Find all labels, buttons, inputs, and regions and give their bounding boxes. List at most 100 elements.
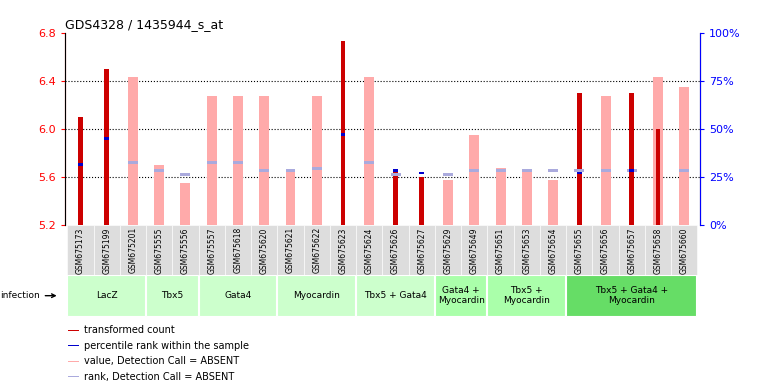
Bar — [488, 275, 565, 316]
Text: GSM675557: GSM675557 — [207, 227, 216, 274]
Bar — [128, 77, 138, 225]
Bar — [67, 225, 94, 275]
Bar — [619, 225, 645, 275]
Bar — [312, 96, 322, 225]
Text: Gata4: Gata4 — [224, 291, 252, 300]
Bar — [495, 168, 505, 225]
Bar — [548, 169, 558, 172]
Bar — [393, 170, 398, 225]
Bar — [653, 77, 663, 225]
Text: GSM675173: GSM675173 — [76, 227, 85, 273]
Bar — [390, 173, 400, 175]
Bar — [341, 41, 345, 225]
Text: GSM675627: GSM675627 — [417, 227, 426, 273]
Bar — [600, 96, 610, 225]
Bar — [119, 225, 146, 275]
Bar — [443, 173, 453, 175]
Bar — [419, 177, 424, 225]
Bar — [68, 345, 79, 346]
Bar — [671, 225, 698, 275]
Bar — [382, 225, 409, 275]
Text: GDS4328 / 1435944_s_at: GDS4328 / 1435944_s_at — [65, 18, 223, 31]
Bar — [356, 275, 434, 316]
Text: GSM675623: GSM675623 — [339, 227, 348, 273]
Bar — [409, 225, 435, 275]
Bar — [600, 169, 610, 172]
Bar — [629, 169, 634, 172]
Text: rank, Detection Call = ABSENT: rank, Detection Call = ABSENT — [84, 372, 234, 382]
Text: GSM675626: GSM675626 — [391, 227, 400, 273]
Bar — [172, 225, 199, 275]
Bar — [180, 183, 190, 225]
Bar — [435, 225, 461, 275]
Bar — [94, 225, 119, 275]
Bar — [645, 225, 671, 275]
Bar — [566, 275, 696, 316]
Text: GSM675655: GSM675655 — [575, 227, 584, 274]
Text: Tbx5 +
Myocardin: Tbx5 + Myocardin — [503, 286, 550, 305]
Text: GSM675629: GSM675629 — [444, 227, 453, 273]
Bar — [224, 225, 251, 275]
Text: LacZ: LacZ — [96, 291, 117, 300]
Bar — [146, 275, 198, 316]
Text: GSM675555: GSM675555 — [154, 227, 164, 274]
Bar — [593, 225, 619, 275]
Bar — [233, 161, 243, 164]
Bar — [251, 225, 277, 275]
Bar — [365, 77, 374, 225]
Text: GSM675556: GSM675556 — [181, 227, 190, 274]
Bar — [566, 225, 593, 275]
Text: GSM675618: GSM675618 — [234, 227, 243, 273]
Bar — [470, 169, 479, 172]
Bar — [104, 137, 109, 139]
Bar — [470, 135, 479, 225]
Bar — [514, 225, 540, 275]
Bar — [629, 93, 634, 225]
Bar — [522, 170, 532, 225]
Bar — [180, 173, 190, 175]
Bar — [356, 225, 382, 275]
Text: transformed count: transformed count — [84, 325, 175, 335]
Bar — [78, 117, 83, 225]
Bar — [680, 87, 689, 225]
Text: GSM675649: GSM675649 — [470, 227, 479, 274]
Text: value, Detection Call = ABSENT: value, Detection Call = ABSENT — [84, 356, 240, 366]
Text: Tbx5 + Gata4: Tbx5 + Gata4 — [365, 291, 427, 300]
Bar — [78, 163, 83, 166]
Bar — [277, 225, 304, 275]
Text: GSM675654: GSM675654 — [549, 227, 558, 274]
Bar — [199, 225, 224, 275]
Text: GSM675201: GSM675201 — [129, 227, 138, 273]
Text: Gata4 +
Myocardin: Gata4 + Myocardin — [438, 286, 485, 305]
Bar — [393, 169, 398, 172]
Bar — [312, 167, 322, 170]
Bar — [304, 225, 330, 275]
Bar — [68, 361, 79, 362]
Text: GSM675660: GSM675660 — [680, 227, 689, 274]
Bar — [285, 169, 295, 172]
Bar — [419, 172, 424, 174]
Text: GSM675620: GSM675620 — [260, 227, 269, 273]
Text: GSM675622: GSM675622 — [312, 227, 321, 273]
Bar — [443, 180, 453, 225]
Bar — [68, 376, 79, 377]
Bar — [548, 180, 558, 225]
Bar — [330, 225, 356, 275]
Bar — [522, 169, 532, 172]
Bar — [68, 329, 79, 331]
Bar — [285, 170, 295, 225]
Bar — [577, 93, 581, 225]
Bar — [146, 225, 172, 275]
Bar — [207, 96, 217, 225]
Text: GSM675658: GSM675658 — [654, 227, 663, 273]
Bar — [207, 161, 217, 164]
Text: GSM675621: GSM675621 — [286, 227, 295, 273]
Bar — [495, 169, 505, 172]
Text: Tbx5 + Gata4 +
Myocardin: Tbx5 + Gata4 + Myocardin — [595, 286, 668, 305]
Text: GSM675199: GSM675199 — [102, 227, 111, 273]
Bar — [341, 133, 345, 136]
Bar — [199, 275, 276, 316]
Bar — [260, 169, 269, 172]
Bar — [154, 165, 164, 225]
Text: GSM675653: GSM675653 — [522, 227, 531, 274]
